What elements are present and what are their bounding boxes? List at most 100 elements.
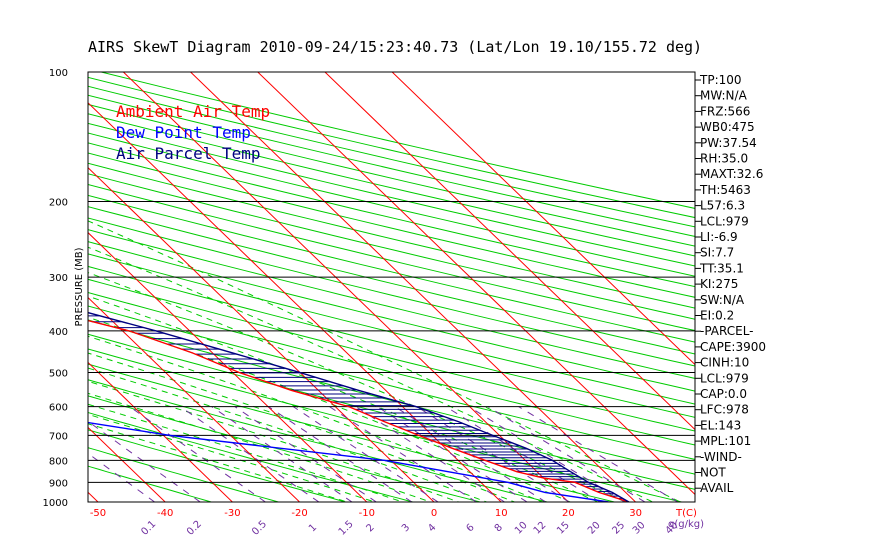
dry-adiabat <box>88 319 695 475</box>
isotherm <box>88 102 502 502</box>
moist-adiabat <box>88 403 405 502</box>
isotherm <box>257 72 695 496</box>
mixing-ratio-label: 6 <box>465 522 477 534</box>
pressure-tick-label: 300 <box>49 273 68 284</box>
axis-labels: 1002003004005006007008009001000PRESSURE … <box>43 68 705 538</box>
index-label: CAP:0.0 <box>700 387 747 401</box>
mixing-ratio-line <box>468 406 625 502</box>
legend-entry: Air Parcel Temp <box>116 144 261 163</box>
index-label: WB0:475 <box>700 120 755 134</box>
dry-adiabat <box>88 206 695 355</box>
series-line <box>88 421 609 502</box>
index-label: CINH:10 <box>700 356 749 370</box>
moist-adiabat <box>88 367 489 502</box>
mixing-ratio-label: 0.5 <box>250 519 269 538</box>
isotherm <box>391 72 695 366</box>
mixing-ratio-line <box>376 406 528 502</box>
mixing-ratio-label: 10 <box>513 520 530 537</box>
index-label: RH:35.0 <box>700 152 748 166</box>
pressure-tick-label: 800 <box>49 456 68 467</box>
y-axis-label: PRESSURE (MB) <box>74 247 85 326</box>
mixing-ratio-label: 12 <box>532 520 549 537</box>
series-line <box>88 319 630 502</box>
dry-adiabat <box>88 348 684 502</box>
dry-adiabat <box>88 132 695 277</box>
dry-adiabat <box>88 194 695 343</box>
pressure-tick-label: 200 <box>49 197 68 208</box>
mixing-ratio-label: 3 <box>400 522 412 534</box>
bottom-temp-tick-label: 0 <box>431 508 437 519</box>
mixing-ratio-line <box>355 406 505 502</box>
isotherm <box>190 72 637 502</box>
index-label: MW:N/A <box>700 89 748 103</box>
dry-adiabat <box>88 173 695 320</box>
mixing-ratio-label: 30 <box>631 520 648 537</box>
bottom-temp-tick-label: 20 <box>562 508 575 519</box>
bottom-temp-tick-label: -30 <box>224 508 240 519</box>
bottom-temp-tick-label: -50 <box>90 508 106 519</box>
dry-adiabat <box>88 465 214 502</box>
moist-adiabat <box>88 413 377 502</box>
index-label: TH:5463 <box>699 183 751 197</box>
mixing-ratio-label: 1.5 <box>337 519 356 538</box>
series-line <box>88 311 630 502</box>
pressure-tick-label: 500 <box>49 369 68 380</box>
mixing-ratio-line <box>445 406 601 502</box>
dry-adiabat <box>88 379 550 502</box>
mixing-ratio-label: 8 <box>493 522 505 534</box>
dry-adiabat <box>88 363 617 502</box>
index-label: -WIND- <box>700 450 742 464</box>
mixing-ratio-label: 0.1 <box>139 519 158 538</box>
index-label: CAPE:3900 <box>700 340 766 354</box>
dry-adiabat <box>88 142 695 288</box>
dry-adiabat <box>88 278 695 432</box>
index-label: TP:100 <box>699 73 742 87</box>
index-label: L57:6.3 <box>700 199 745 213</box>
dry-adiabat <box>88 412 415 502</box>
mixing-ratio-label: 20 <box>586 520 603 537</box>
bottom-unit-label: T(C) <box>675 508 697 519</box>
index-label: -PARCEL- <box>700 324 754 338</box>
dry-adiabat <box>88 429 348 502</box>
legend: Ambient Air Temp Dew Point Temp Air Parcel… <box>116 102 270 163</box>
index-label: MAXT:32.6 <box>700 167 763 181</box>
moist-adiabat <box>88 316 572 502</box>
index-label: SI:7.7 <box>700 246 734 260</box>
moist-adiabat <box>88 246 654 502</box>
mixing-ratio-label: 0.2 <box>185 519 204 538</box>
index-label: AVAIL <box>700 481 734 495</box>
isotherm <box>88 361 234 502</box>
isotherm <box>88 296 301 502</box>
dry-adiabat <box>88 447 281 502</box>
index-label: KI:275 <box>700 277 738 291</box>
mixing-ratio-line <box>394 406 547 502</box>
index-label: SW:N/A <box>700 293 745 307</box>
series-layer <box>88 311 630 502</box>
dry-adiabat <box>88 217 695 367</box>
dry-adiabat <box>88 253 695 405</box>
isotherm <box>0 72 40 511</box>
isotherm <box>123 72 570 502</box>
index-label: EI:0.2 <box>700 309 734 323</box>
pressure-tick-label: 600 <box>49 403 68 414</box>
isotherm <box>88 491 99 502</box>
index-label: LCL:979 <box>700 214 749 228</box>
index-label: FRZ:566 <box>700 104 750 118</box>
legend-entry: Dew Point Temp <box>116 123 251 142</box>
mixing-ratio-unit-label: q(g/kg) <box>668 519 704 530</box>
grid-layer <box>0 72 695 511</box>
dry-adiabat <box>88 113 695 257</box>
dry-adiabat <box>88 162 695 309</box>
index-label: NOT <box>700 466 726 480</box>
pressure-tick-label: 700 <box>49 431 68 442</box>
dry-adiabat <box>88 122 695 267</box>
mixing-ratio-label: 2 <box>364 522 376 534</box>
index-label: LCL:979 <box>700 371 749 385</box>
isotherm <box>88 426 166 502</box>
pressure-tick-label: 1000 <box>43 498 68 509</box>
index-label: PW:37.54 <box>700 136 757 150</box>
mixing-ratio-label: 1 <box>307 522 319 534</box>
index-label: TT:35.1 <box>699 261 744 275</box>
